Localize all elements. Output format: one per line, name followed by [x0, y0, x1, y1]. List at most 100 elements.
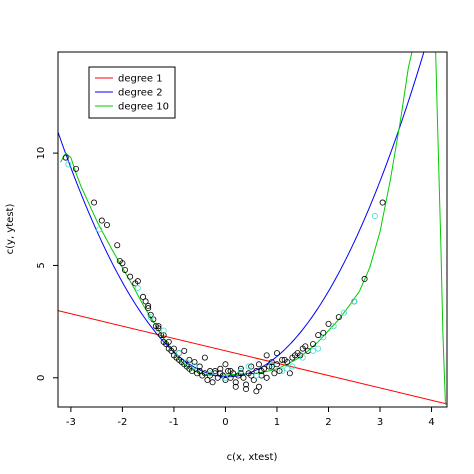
train-point	[188, 368, 195, 375]
test-point	[330, 323, 337, 330]
train-point	[98, 217, 105, 224]
test-point	[176, 350, 183, 357]
train-point	[227, 368, 234, 375]
train-point	[62, 154, 69, 161]
train-point	[310, 341, 317, 348]
test-point	[299, 354, 306, 361]
x-tick-label: 4	[428, 417, 434, 428]
train-point	[250, 377, 257, 384]
test-point	[65, 161, 72, 168]
train-point	[243, 386, 250, 393]
legend-label: degree 10	[118, 102, 169, 113]
y-tick-label: 10	[36, 147, 47, 160]
train-point	[145, 305, 152, 312]
train-point	[237, 370, 244, 377]
test-point	[96, 226, 103, 233]
train-point	[248, 363, 255, 370]
train-point	[315, 332, 322, 339]
train-point	[255, 383, 262, 390]
train-point	[222, 361, 229, 368]
x-tick-label: -3	[66, 417, 76, 428]
scatter-points	[62, 154, 386, 395]
train-point	[320, 329, 327, 336]
train-point	[160, 332, 167, 339]
legend-label: degree 2	[118, 88, 163, 99]
train-point	[155, 323, 162, 330]
train-point	[155, 325, 162, 332]
train-point	[263, 374, 270, 381]
test-point	[191, 363, 198, 370]
train-point	[263, 352, 270, 359]
train-point	[325, 320, 332, 327]
train-point	[201, 354, 208, 361]
train-point	[217, 365, 224, 372]
train-point	[134, 278, 141, 285]
x-tick-label: 0	[222, 417, 228, 428]
train-point	[191, 359, 198, 366]
train-point	[281, 356, 288, 363]
degree-2-fit-line	[58, 52, 425, 378]
train-point	[222, 377, 229, 384]
train-point	[206, 372, 213, 379]
y-axis-label: c(y, ytest)	[5, 204, 16, 255]
train-point	[214, 374, 221, 381]
train-point	[379, 199, 386, 206]
test-point	[351, 298, 358, 305]
train-point	[158, 332, 165, 339]
train-point	[119, 260, 126, 267]
train-point	[271, 370, 278, 377]
test-point	[245, 363, 252, 370]
x-tick-label: -2	[117, 417, 127, 428]
train-point	[258, 368, 265, 375]
degree-1-fit-line	[58, 310, 447, 405]
test-point	[268, 361, 275, 368]
test-point	[237, 368, 244, 375]
train-point	[73, 165, 80, 172]
train-point	[276, 368, 283, 375]
test-point	[253, 372, 260, 379]
train-point	[145, 302, 152, 309]
train-point	[181, 347, 188, 354]
test-point	[147, 314, 154, 321]
plot-frame	[57, 51, 448, 408]
train-point	[232, 379, 239, 386]
legend: degree 1 degree 2 degree 10	[88, 66, 176, 119]
train-point	[196, 368, 203, 375]
legend-label: degree 1	[118, 74, 163, 85]
train-point	[243, 381, 250, 388]
train-point	[206, 368, 213, 375]
test-point	[279, 368, 286, 375]
x-tick-label: 2	[325, 417, 331, 428]
train-point	[302, 343, 309, 350]
test-point	[222, 374, 229, 381]
train-point	[147, 311, 154, 318]
train-point	[114, 242, 121, 249]
x-tick-label: -1	[169, 417, 179, 428]
train-point	[170, 345, 177, 352]
train-point	[142, 298, 149, 305]
train-point	[286, 370, 293, 377]
train-point	[253, 388, 260, 395]
test-point	[206, 370, 213, 377]
x-tick-label: 1	[274, 417, 280, 428]
train-point	[225, 368, 232, 375]
test-point	[320, 334, 327, 341]
train-point	[361, 275, 368, 282]
x-axis-label: c(x, xtest)	[227, 452, 278, 463]
train-point	[273, 350, 280, 357]
test-point	[160, 327, 167, 334]
train-point	[255, 361, 262, 368]
test-point	[284, 365, 291, 372]
test-point	[183, 359, 190, 366]
y-tick-label: 5	[36, 262, 47, 268]
train-point	[103, 222, 110, 229]
train-point	[279, 356, 286, 363]
y-tick-label: 0	[36, 375, 47, 381]
test-point	[289, 363, 296, 370]
train-point	[204, 377, 211, 384]
x-axis: -3 -2 -1 0 1 2 3 4	[66, 407, 435, 428]
train-point	[240, 374, 247, 381]
test-point	[340, 309, 347, 316]
